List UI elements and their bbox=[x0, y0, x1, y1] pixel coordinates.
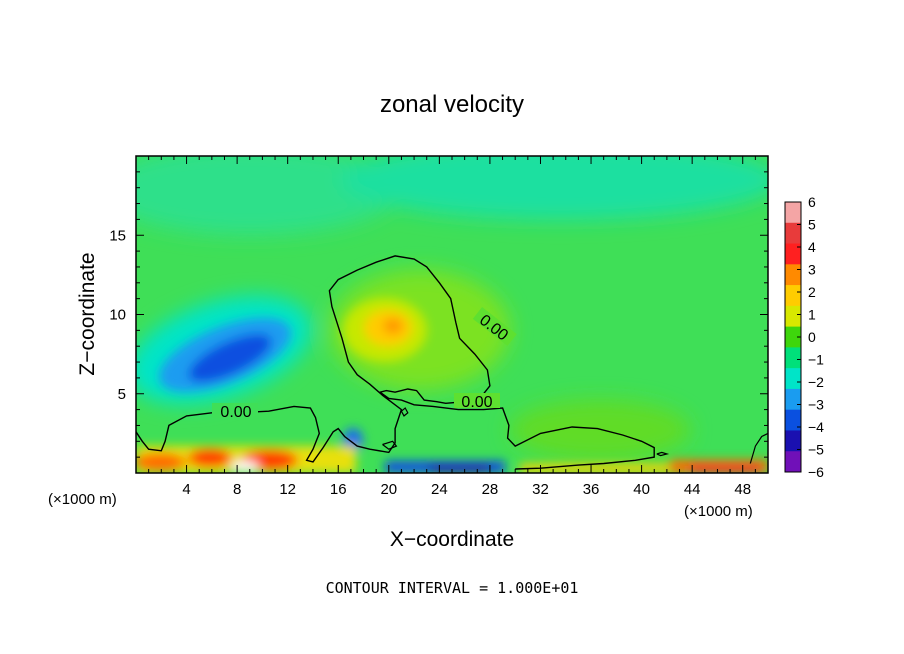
colorbar-label: 1 bbox=[808, 307, 816, 323]
y-tick-label: 15 bbox=[109, 227, 126, 244]
y-tick-label: 5 bbox=[118, 386, 126, 403]
colorbar-label: 3 bbox=[808, 262, 816, 278]
y-axis-label: Z−coordinate bbox=[76, 252, 99, 375]
x-tick-label: 36 bbox=[583, 481, 600, 498]
contour-label-group: 0.00 0.00 0.00 bbox=[212, 306, 517, 421]
x-axis: 4 8 12 16 20 24 28 32 36 40 44 48 bbox=[148, 156, 756, 498]
contour-label: 0.00 bbox=[220, 404, 251, 421]
x-tick-label: 24 bbox=[431, 481, 448, 498]
colorbar-label: −6 bbox=[808, 464, 824, 480]
x-tick-label: 40 bbox=[633, 481, 650, 498]
small-contours bbox=[382, 407, 768, 464]
colorbar-label: −3 bbox=[808, 397, 824, 413]
x-tick-label: 44 bbox=[684, 481, 701, 498]
x-unit-right: (×1000 m) bbox=[684, 503, 753, 520]
x-tick-label: 16 bbox=[330, 481, 347, 498]
colorbar-swatch bbox=[785, 430, 801, 452]
colorbar-swatch bbox=[785, 451, 801, 473]
chart-title: zonal velocity bbox=[380, 91, 524, 118]
colorbar-swatch bbox=[785, 368, 801, 390]
colorbar-label: −2 bbox=[808, 374, 824, 390]
y-axis: 5 10 15 bbox=[109, 171, 768, 458]
x-axis-label: X−coordinate bbox=[390, 528, 514, 551]
colorbar-swatch bbox=[785, 347, 801, 369]
x-tick-label: 32 bbox=[532, 481, 549, 498]
colorbar-swatch bbox=[785, 285, 801, 307]
colorbar-label: −4 bbox=[808, 419, 824, 435]
contour-label: 0.00 bbox=[461, 394, 492, 411]
colorbar-label: 4 bbox=[808, 239, 816, 255]
x-tick-label: 4 bbox=[182, 481, 190, 498]
colorbar-swatch bbox=[785, 222, 801, 245]
contour-line bbox=[400, 407, 409, 417]
zero-contour-line bbox=[136, 255, 655, 470]
colorbar-label: 0 bbox=[808, 329, 816, 345]
x-unit-left: (×1000 m) bbox=[48, 491, 117, 508]
contour-line bbox=[382, 440, 398, 450]
x-tick-label: 28 bbox=[482, 481, 499, 498]
velocity-field-cores bbox=[136, 298, 768, 473]
contour-line bbox=[656, 451, 670, 457]
x-tick-label: 8 bbox=[233, 481, 241, 498]
colorbar-swatch bbox=[785, 202, 801, 224]
colorbar-label: −5 bbox=[808, 442, 824, 458]
plot-area: 0.00 0.00 0.00 bbox=[135, 155, 769, 474]
colorbar-label: 6 bbox=[808, 194, 816, 210]
colorbar-swatch bbox=[785, 243, 801, 265]
colorbar-swatch bbox=[785, 409, 801, 431]
contour-interval-footer: CONTOUR INTERVAL = 1.000E+01 bbox=[326, 579, 579, 597]
colorbar-swatch bbox=[785, 264, 801, 286]
colorbar-label: 5 bbox=[808, 217, 816, 233]
x-tick-label: 48 bbox=[734, 481, 751, 498]
colorbar-swatch bbox=[785, 388, 801, 411]
colorbar-label: 2 bbox=[808, 284, 816, 300]
y-tick-label: 10 bbox=[109, 307, 126, 324]
colorbar-label: −1 bbox=[808, 352, 824, 368]
x-tick-label: 20 bbox=[380, 481, 397, 498]
contour-line bbox=[749, 432, 768, 464]
x-tick-label: 12 bbox=[279, 481, 296, 498]
colorbar-swatch bbox=[785, 305, 801, 328]
colorbar-swatch bbox=[785, 326, 801, 348]
colorbar: 6 5 4 3 2 1 0 −1 −2 −3 −4 −5 −6 bbox=[784, 194, 824, 480]
